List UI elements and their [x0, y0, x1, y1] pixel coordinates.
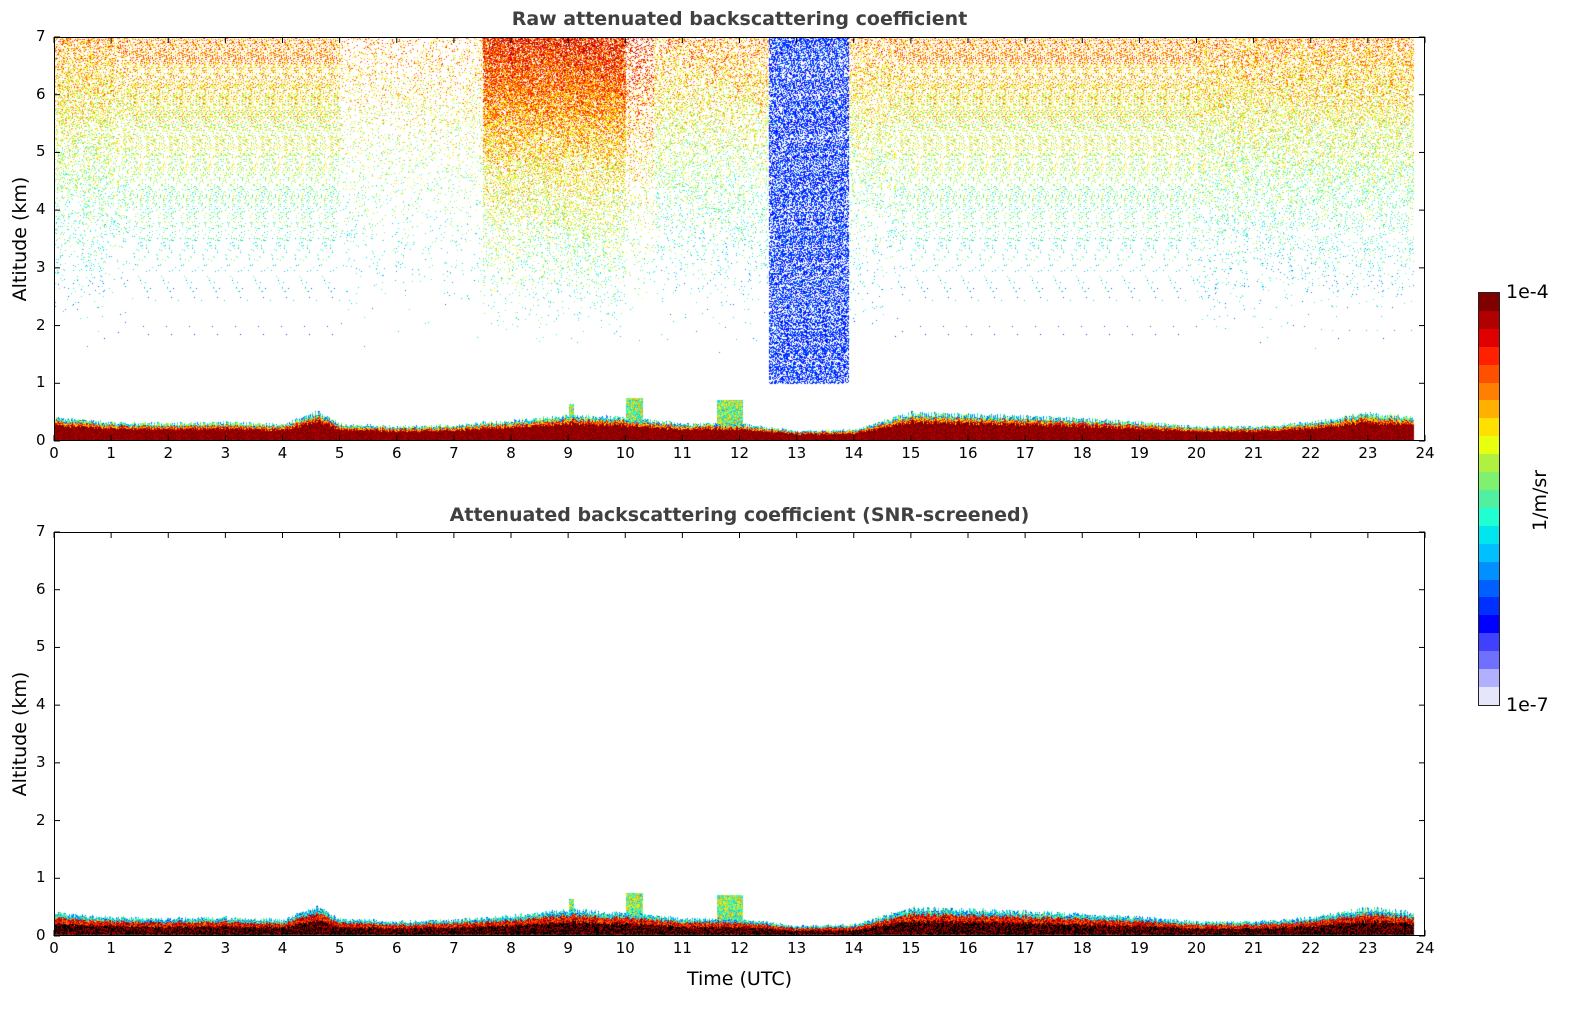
- x-tick-label: 6: [391, 444, 402, 462]
- y-tick-label: 7: [36, 522, 46, 540]
- x-tick-label: 6: [391, 939, 402, 957]
- x-tick-label: 15: [901, 939, 921, 957]
- x-tick-label: 4: [277, 939, 288, 957]
- y-tick-label: 1: [36, 373, 46, 392]
- colorbar: [1478, 292, 1500, 706]
- x-tick-label: 1: [106, 444, 116, 462]
- top-heatmap: [54, 37, 1425, 441]
- top-chart-title: Raw attenuated backscattering coefficien…: [511, 8, 968, 30]
- y-tick-label: 2: [36, 810, 46, 829]
- x-tick-label: 18: [1072, 444, 1092, 462]
- bottom-chart-title: Attenuated backscattering coefficient (S…: [449, 504, 1030, 526]
- colorbar-segment: [1479, 525, 1499, 544]
- x-tick-label: 10: [615, 444, 635, 462]
- x-tick-label: 2: [163, 444, 174, 462]
- y-tick-label: 4: [36, 200, 46, 219]
- x-tick-label: 16: [958, 444, 978, 462]
- colorbar-segment: [1479, 561, 1499, 580]
- colorbar-segment: [1479, 364, 1499, 383]
- colorbar-segment: [1479, 651, 1499, 670]
- x-tick-label: 20: [1186, 939, 1207, 957]
- colorbar-max-label: 1e-4: [1506, 281, 1549, 303]
- x-tick-label: 17: [1015, 444, 1035, 462]
- x-axis-label: Time (UTC): [686, 968, 793, 990]
- x-tick-label: 9: [563, 939, 573, 957]
- x-tick-label: 2: [163, 939, 174, 957]
- y-tick-label: 3: [36, 752, 46, 771]
- x-tick-label: 23: [1358, 444, 1378, 462]
- colorbar-segment: [1479, 543, 1499, 562]
- x-tick-label: 14: [844, 444, 864, 462]
- x-tick-label: 15: [901, 444, 921, 462]
- colorbar-segment: [1479, 454, 1499, 473]
- x-tick-label: 5: [334, 444, 345, 462]
- x-tick-label: 8: [506, 444, 516, 462]
- x-tick-label: 16: [958, 939, 978, 957]
- y-tick-label: 4: [36, 695, 46, 714]
- colorbar-segment: [1479, 489, 1499, 508]
- x-tick-label: 24: [1415, 444, 1435, 462]
- colorbar-segment: [1479, 615, 1499, 634]
- x-tick-label: 22: [1301, 444, 1321, 462]
- x-tick-label: 3: [220, 939, 231, 957]
- colorbar-segment: [1479, 633, 1499, 652]
- colorbar-segment: [1479, 310, 1499, 329]
- x-tick-label: 11: [672, 444, 692, 462]
- x-tick-label: 21: [1244, 444, 1264, 462]
- x-tick-label: 11: [672, 939, 692, 957]
- x-tick-label: 7: [449, 444, 459, 462]
- colorbar-segment: [1479, 507, 1499, 526]
- x-tick-label: 13: [787, 939, 807, 957]
- x-tick-label: 3: [220, 444, 231, 462]
- x-tick-label: 12: [729, 444, 750, 462]
- x-tick-label: 22: [1301, 939, 1321, 957]
- y-tick-label: 0: [36, 431, 46, 449]
- colorbar-segment: [1479, 472, 1499, 490]
- y-tick-label: 0: [36, 926, 46, 944]
- x-tick-label: 0: [49, 939, 59, 957]
- x-tick-label: 20: [1186, 444, 1207, 462]
- x-tick-label: 8: [506, 939, 516, 957]
- y-tick-label: 5: [36, 637, 46, 656]
- x-tick-label: 23: [1358, 939, 1378, 957]
- x-tick-label: 13: [787, 444, 807, 462]
- x-tick-label: 4: [277, 444, 288, 462]
- y-tick-label: 2: [36, 315, 46, 334]
- x-tick-label: 17: [1015, 939, 1035, 957]
- bottom-heatmap: [54, 532, 1425, 936]
- x-tick-label: 1: [106, 939, 116, 957]
- x-tick-label: 18: [1072, 939, 1092, 957]
- colorbar-segment: [1479, 579, 1499, 598]
- colorbar-segment: [1479, 597, 1499, 616]
- colorbar-segment: [1479, 686, 1499, 705]
- colorbar-segment: [1479, 346, 1499, 365]
- colorbar-segment: [1479, 328, 1499, 347]
- x-tick-label: 7: [449, 939, 459, 957]
- y-tick-label: 1: [36, 868, 46, 887]
- y-tick-label: 3: [36, 257, 46, 276]
- x-tick-label: 19: [1129, 444, 1149, 462]
- x-tick-label: 0: [49, 444, 59, 462]
- colorbar-segment: [1479, 418, 1499, 437]
- x-tick-label: 21: [1244, 939, 1264, 957]
- colorbar-segment: [1479, 436, 1499, 455]
- x-tick-label: 19: [1129, 939, 1149, 957]
- y-tick-label: 5: [36, 142, 46, 161]
- x-tick-label: 14: [844, 939, 864, 957]
- colorbar-segment: [1479, 400, 1499, 419]
- x-tick-label: 5: [334, 939, 345, 957]
- colorbar-min-label: 1e-7: [1506, 694, 1549, 716]
- colorbar-segment: [1479, 382, 1499, 401]
- colorbar-segment: [1479, 669, 1499, 687]
- colorbar-segment: [1479, 293, 1499, 311]
- y-tick-label: 6: [36, 84, 46, 103]
- x-tick-label: 12: [729, 939, 750, 957]
- x-tick-label: 10: [615, 939, 635, 957]
- y-tick-label: 7: [36, 27, 46, 45]
- x-tick-label: 24: [1415, 939, 1435, 957]
- y-tick-label: 6: [36, 579, 46, 598]
- x-tick-label: 9: [563, 444, 573, 462]
